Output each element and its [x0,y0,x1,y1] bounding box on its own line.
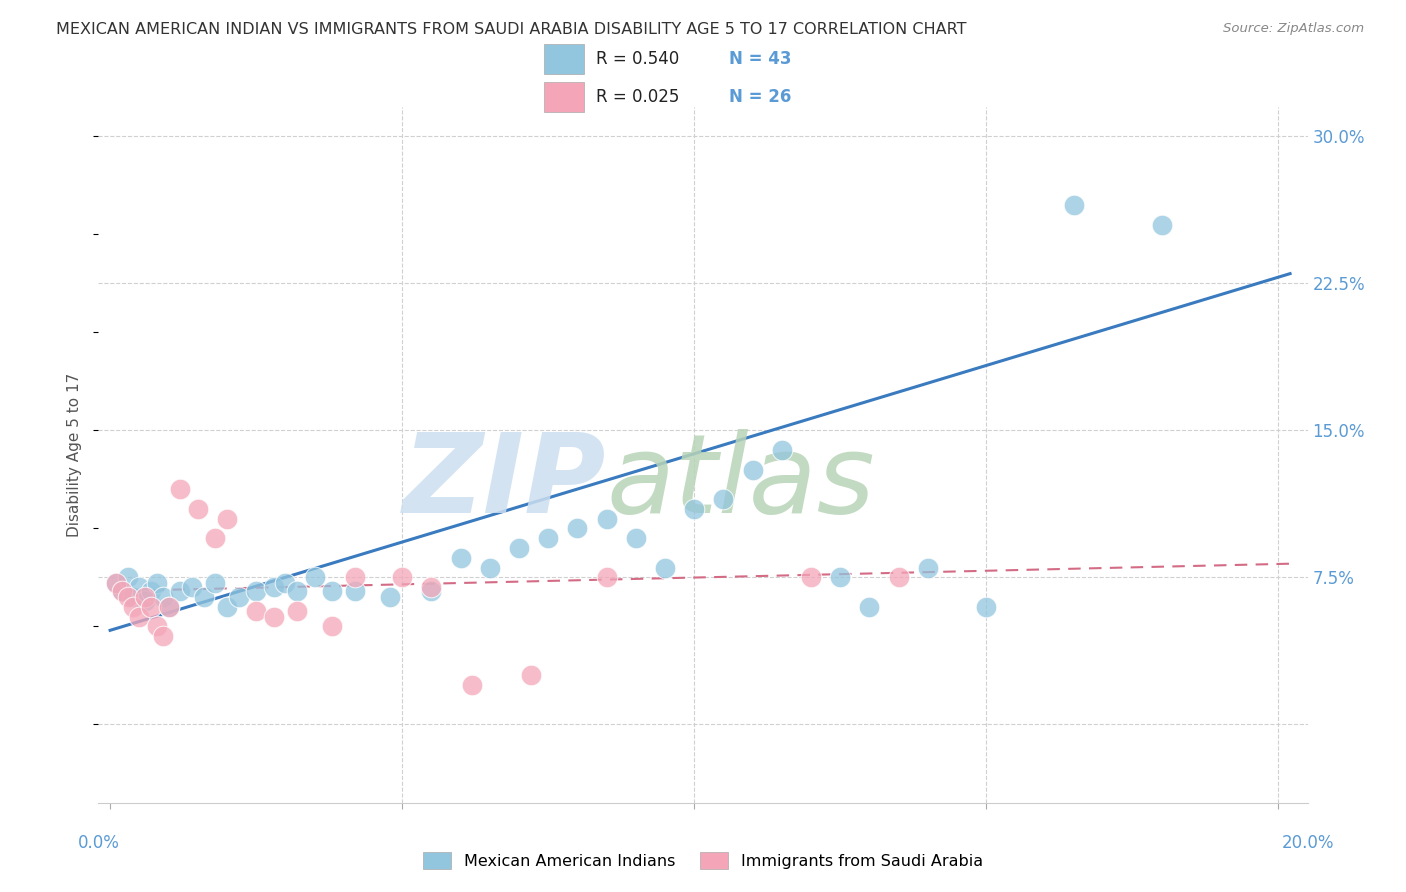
Point [117,590,139,604]
Point [741,462,763,476]
Point [1150,218,1173,232]
Point [187,501,209,516]
Point [830,570,852,584]
Point [169,584,191,599]
Point [152,629,174,643]
Point [128,580,150,594]
Point [321,619,343,633]
Point [122,599,145,614]
Point [304,570,326,584]
Point [215,599,238,614]
Point [111,584,134,599]
Text: 20.0%: 20.0% [1281,834,1334,852]
Point [770,443,793,458]
Point [285,604,308,618]
Point [683,501,706,516]
Point [193,590,215,604]
Point [420,580,443,594]
Point [204,531,226,545]
Point [420,584,443,599]
Point [134,594,156,608]
Text: R = 0.025: R = 0.025 [596,87,679,105]
Point [285,584,308,599]
Point [245,604,267,618]
Point [215,511,238,525]
Point [567,521,589,535]
Text: Source: ZipAtlas.com: Source: ZipAtlas.com [1223,22,1364,36]
Point [595,511,617,525]
Point [152,590,174,604]
Y-axis label: Disability Age 5 to 17: Disability Age 5 to 17 [67,373,83,537]
Text: R = 0.540: R = 0.540 [596,51,679,69]
Point [450,550,472,565]
Point [461,678,484,692]
Point [917,560,939,574]
Point [478,560,501,574]
Point [117,570,139,584]
Text: 0.0%: 0.0% [77,834,120,852]
Point [537,531,560,545]
Point [1063,198,1085,212]
Point [887,570,910,584]
Point [204,576,226,591]
Point [104,576,127,591]
Point [391,570,413,584]
Point [654,560,676,574]
Point [624,531,647,545]
Point [180,580,202,594]
Text: MEXICAN AMERICAN INDIAN VS IMMIGRANTS FROM SAUDI ARABIA DISABILITY AGE 5 TO 17 C: MEXICAN AMERICAN INDIAN VS IMMIGRANTS FR… [56,22,967,37]
Point [228,590,250,604]
Text: N = 26: N = 26 [730,87,792,105]
Point [104,576,127,591]
Point [380,590,402,604]
Point [595,570,617,584]
Point [139,599,162,614]
Point [344,570,367,584]
FancyBboxPatch shape [544,82,583,112]
Point [122,590,145,604]
Point [245,584,267,599]
Point [157,599,180,614]
Point [128,609,150,624]
Point [169,482,191,496]
Point [111,584,134,599]
Point [519,668,541,682]
Text: ZIP: ZIP [402,429,606,536]
Point [800,570,823,584]
Point [274,576,297,591]
Point [134,590,156,604]
FancyBboxPatch shape [544,44,583,74]
Point [157,599,180,614]
Text: N = 43: N = 43 [730,51,792,69]
Point [508,541,530,555]
Point [974,599,997,614]
Point [263,580,285,594]
Point [146,619,169,633]
Point [263,609,285,624]
Point [146,576,169,591]
Point [321,584,343,599]
Legend: Mexican American Indians, Immigrants from Saudi Arabia: Mexican American Indians, Immigrants fro… [416,846,990,875]
Point [139,584,162,599]
Point [344,584,367,599]
Point [713,491,735,506]
Text: atlas: atlas [606,429,875,536]
Point [858,599,880,614]
